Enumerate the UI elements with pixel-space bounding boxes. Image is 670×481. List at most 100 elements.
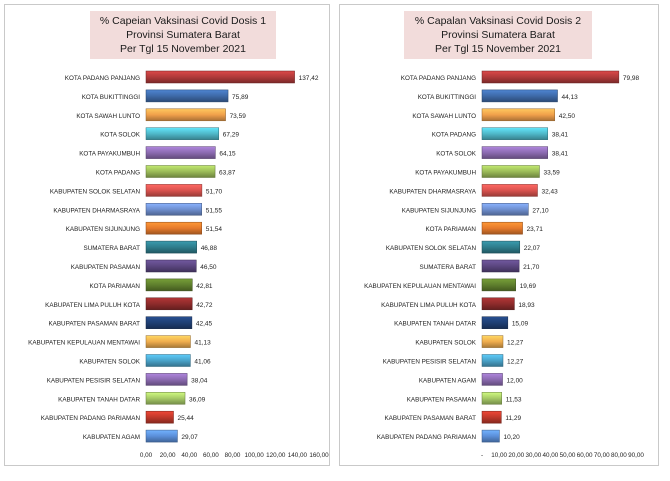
category-label: KABUPATEN DHARMASRAYA <box>389 188 476 195</box>
category-label: SUMATERA BARAT <box>420 264 477 271</box>
data-label: 67,29 <box>223 132 240 139</box>
chart-dose-2-plot: KOTA PADANG PANJANG 79,98 KOTA BUKITTINGGI… <box>364 70 644 459</box>
x-tick-label: 70,00 <box>594 452 610 459</box>
category-label: KABUPATEN LIMA PULUH KOTA <box>45 302 141 309</box>
data-label: 18,93 <box>518 302 535 309</box>
data-label: 42,72 <box>196 302 213 309</box>
category-label: KABUPATEN TANAH DATAR <box>58 396 140 403</box>
category-label: KABUPATEN PESISIR SELATAN <box>383 359 477 366</box>
bar <box>145 429 178 443</box>
category-label: KABUPATEN PASAMAN <box>71 264 141 271</box>
bar <box>145 392 186 405</box>
chart-dose-1-title-line-3: Per Tgl 15 November 2021 <box>120 43 246 55</box>
bar <box>145 373 188 386</box>
bar <box>481 89 558 103</box>
x-tick-label: 40,00 <box>543 452 559 459</box>
chart-dose-1-title: % Capeian Vaksinasi Covid Dosis 1 Provin… <box>90 11 276 59</box>
x-tick-label: 30,00 <box>525 452 541 459</box>
x-tick-label: 140,00 <box>288 452 308 459</box>
bar <box>481 108 555 122</box>
bar <box>145 221 202 235</box>
data-label: 11,53 <box>506 396 522 403</box>
bar <box>481 297 515 311</box>
category-label: KABUPATEN AGAM <box>419 377 476 384</box>
category-label: KABUPATEN AGAM <box>83 434 140 441</box>
x-tick-label: 160,00 <box>309 452 329 459</box>
category-label: KABUPATEN LIMA PULUH KOTA <box>381 302 477 309</box>
data-label: 42,50 <box>559 113 576 120</box>
bar <box>145 335 191 348</box>
category-label: KOTA PADANG <box>96 170 140 177</box>
bar <box>481 127 548 140</box>
category-label: KABUPATEN SIJUNJUNG <box>402 207 476 214</box>
category-label: KABUPATEN SOLOK SELATAN <box>386 245 477 252</box>
bar <box>481 221 523 235</box>
bar <box>481 316 509 329</box>
chart-dose-1-plot: KOTA PADANG PANJANG 137,42 KOTA BUKITTINGG… <box>28 70 329 459</box>
category-label: KOTA SAWAH LUNTO <box>412 113 476 120</box>
data-label: 36,09 <box>189 396 206 403</box>
bar <box>145 203 202 216</box>
category-label: KABUPATEN PESISIR SELATAN <box>47 377 141 384</box>
bar <box>481 373 503 386</box>
bar <box>481 165 540 178</box>
data-label: 44,13 <box>562 94 579 101</box>
category-label: KABUPATEN PADANG PARIAMAN <box>377 434 477 441</box>
chart-dose-2-title-line-3: Per Tgl 15 November 2021 <box>435 43 561 55</box>
category-label: KABUPATEN SIJUNJUNG <box>66 226 140 233</box>
bar <box>481 146 548 159</box>
data-label: 75,89 <box>232 94 249 101</box>
x-tick-label: 100,00 <box>244 452 264 459</box>
category-label: KOTA PADANG PANJANG <box>401 75 476 82</box>
data-label: 32,43 <box>541 188 558 195</box>
category-label: KABUPATEN PADANG PARIAMAN <box>41 415 141 422</box>
x-tick-label: 20,00 <box>160 452 176 459</box>
data-label: 12,27 <box>507 340 524 347</box>
bar <box>145 410 174 424</box>
data-label: 33,59 <box>543 170 560 177</box>
bar <box>481 70 620 84</box>
x-tick-label: 60,00 <box>203 452 219 459</box>
bar <box>481 259 520 273</box>
data-label: 41,06 <box>194 359 211 366</box>
chart-dose-2-panel: % Capalan Vaksinasi Covid Dosis 2 Provin… <box>339 4 659 466</box>
chart-dose-1-title-line-1: % Capeian Vaksinasi Covid Dosis 1 <box>99 15 267 27</box>
data-label: 137,42 <box>299 75 319 82</box>
bar <box>481 354 504 367</box>
data-label: 15,09 <box>512 321 529 328</box>
data-label: 46,88 <box>201 245 218 252</box>
data-label: 51,55 <box>206 207 223 214</box>
category-label: SUMATERA BARAT <box>84 245 141 252</box>
bar <box>481 429 500 443</box>
category-label: KABUPATEN TANAH DATAR <box>394 321 476 328</box>
chart-dose-1-panel: % Capeian Vaksinasi Covid Dosis 1 Provin… <box>4 4 330 466</box>
bar <box>145 89 229 103</box>
category-label: KABUPATEN PASAMAN BARAT <box>384 415 476 422</box>
bar <box>145 184 203 197</box>
bar <box>481 203 529 216</box>
bar <box>481 335 504 348</box>
data-label: 12,00 <box>507 377 524 384</box>
category-label: KABUPATEN KEPULAUAN MENTAWAI <box>28 340 140 347</box>
data-label: 41,13 <box>194 340 211 347</box>
data-label: 12,27 <box>507 359 524 366</box>
x-tick-label: 60,00 <box>577 452 593 459</box>
data-label: 73,59 <box>230 113 247 120</box>
bar <box>481 392 502 405</box>
data-label: 46,50 <box>200 264 217 271</box>
data-label: 29,07 <box>181 434 198 441</box>
data-label: 42,81 <box>196 283 213 290</box>
data-label: 11,29 <box>505 415 521 422</box>
category-label: KOTA PADANG PANJANG <box>65 75 140 82</box>
data-label: 10,20 <box>503 434 520 441</box>
category-label: KABUPATEN DHARMASRAYA <box>53 207 140 214</box>
chart-dose-2-title-line-2: Provinsi Sumatera Barat <box>441 29 555 41</box>
bar <box>481 184 538 197</box>
data-label: 38,04 <box>191 377 208 384</box>
data-label: 63,87 <box>219 170 236 177</box>
data-label: 38,41 <box>552 132 569 139</box>
data-label: 51,70 <box>206 188 223 195</box>
x-tick-label: - <box>481 452 483 459</box>
category-label: KABUPATEN PASAMAN BARAT <box>48 321 140 328</box>
category-label: KOTA PADANG <box>432 132 476 139</box>
